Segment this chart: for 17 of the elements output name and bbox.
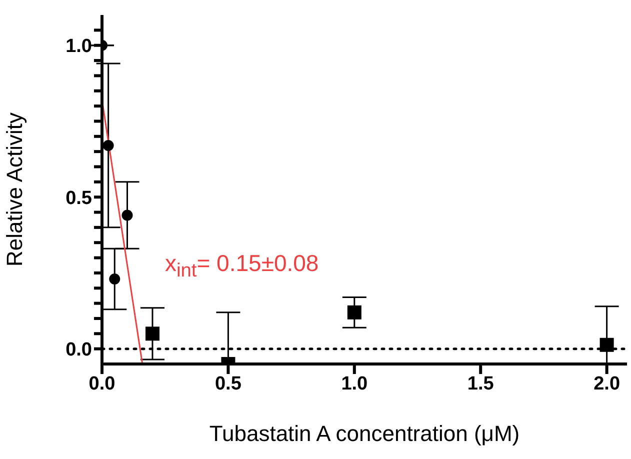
y-tick-label: 0.5: [66, 188, 92, 209]
y-tick-label: 0.0: [66, 340, 92, 361]
annotation: x$_{int}$= 0.15±0.08: [165, 250, 319, 283]
x-tick-label: 2.0: [594, 373, 620, 394]
x-axis-title: Tubastatin A concentration (μM): [209, 421, 520, 446]
x-tick-label: 0.5: [214, 373, 242, 394]
y-tick-label: 1.0: [66, 36, 92, 58]
point: [347, 305, 362, 320]
x-tick-label: 0.0: [88, 373, 116, 394]
x-tick-label: 1.0: [341, 373, 368, 394]
point: [102, 140, 114, 151]
y-axis-title: Relative Activity: [2, 112, 27, 267]
x-tick-label: 1.5: [467, 373, 494, 394]
point: [109, 274, 120, 285]
point: [600, 338, 614, 352]
point: [145, 326, 160, 341]
point: [122, 210, 133, 221]
